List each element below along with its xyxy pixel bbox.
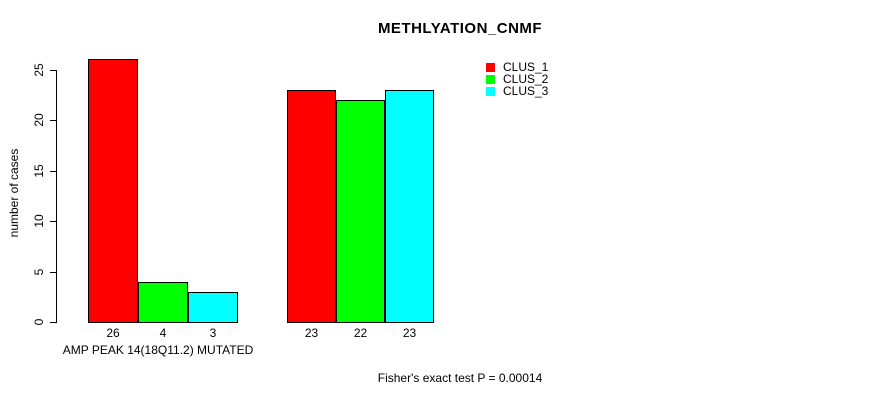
y-axis-tick-label: 25	[32, 63, 46, 77]
chart-title: METHLYATION_CNMF	[377, 20, 543, 37]
bar-value-label: 4	[159, 326, 167, 340]
legend-swatch-clus_3	[486, 86, 495, 96]
bar-value-label: 23	[304, 326, 319, 340]
fisher-test-annotation: Fisher's exact test P = 0.00014	[377, 371, 543, 385]
legend-label: CLUS_3	[503, 84, 549, 98]
bar-value-label: 23	[402, 326, 417, 340]
legend-item: CLUS_3	[486, 85, 548, 97]
y-axis-tick	[50, 322, 57, 323]
y-axis-tick	[50, 70, 57, 71]
legend-item: CLUS_2	[486, 73, 548, 85]
bar-clus_2-group-2	[336, 100, 385, 323]
y-axis-tick-label: 0	[32, 318, 46, 326]
bar-clus_1-group-1	[88, 59, 138, 323]
bar-value-label: 22	[353, 326, 368, 340]
legend-swatch-clus_2	[486, 74, 495, 84]
y-axis-tick-label: 10	[32, 214, 46, 228]
y-axis-tick	[50, 272, 57, 273]
y-axis-tick-label: 20	[32, 113, 46, 127]
legend-label: CLUS_2	[503, 72, 549, 86]
y-axis-tick	[50, 171, 57, 172]
bar-value-label: 26	[106, 326, 120, 340]
y-axis-tick	[50, 120, 57, 121]
x-axis-group-label: AMP PEAK 14(18Q11.2) MUTATED	[62, 343, 254, 357]
y-axis-tick	[50, 221, 57, 222]
y-axis-label: number of cases	[7, 148, 21, 238]
y-axis-line	[56, 70, 57, 323]
bar-clus_1-group-2	[287, 90, 336, 323]
bar-clus_2-group-1	[138, 282, 188, 323]
legend-item: CLUS_1	[486, 61, 548, 73]
legend-swatch-clus_1	[486, 62, 495, 72]
y-axis-tick-label: 15	[32, 164, 46, 178]
bar-clus_3-group-2	[385, 90, 434, 323]
bar-value-label: 3	[209, 326, 217, 340]
y-axis-tick-label: 5	[32, 268, 46, 276]
legend-label: CLUS_1	[503, 60, 549, 74]
bar-clus_3-group-1	[188, 292, 238, 323]
legend: CLUS_1 CLUS_2 CLUS_3	[486, 61, 548, 97]
